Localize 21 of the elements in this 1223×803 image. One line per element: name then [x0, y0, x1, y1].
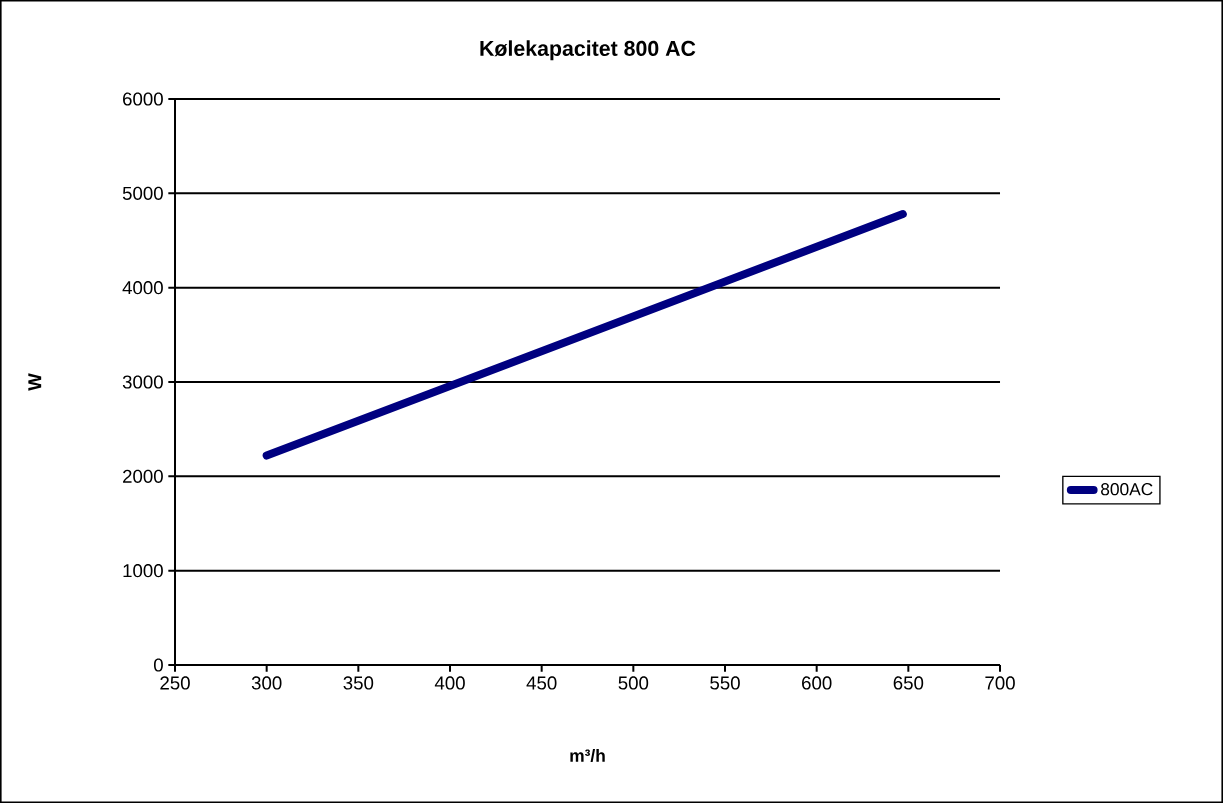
x-tick-label: 500: [618, 676, 649, 690]
x-tick-label: 650: [893, 676, 924, 690]
y-axis-title: W: [28, 373, 42, 391]
y-tick-label: 3000: [122, 375, 163, 389]
x-tick-label: 700: [985, 676, 1015, 690]
y-tick-label: 0: [153, 658, 163, 672]
x-tick-label: 300: [251, 676, 282, 690]
x-tick-label: 350: [343, 676, 374, 690]
x-tick-label: 250: [160, 676, 190, 690]
x-axis-title: m³/h: [570, 749, 605, 763]
chart-title: Kølekapacitet 800 AC: [480, 40, 696, 61]
x-tick-label: 400: [434, 676, 465, 690]
y-tick-label: 5000: [122, 186, 163, 200]
legend-label: 800AC: [1101, 483, 1153, 496]
y-tick-label: 6000: [123, 92, 163, 106]
y-tick-label: 1000: [123, 564, 163, 578]
y-tick-label: 4000: [122, 281, 163, 295]
x-tick-label: 550: [710, 676, 740, 690]
x-tick-label: 600: [802, 676, 832, 690]
x-tick-label: 450: [526, 676, 557, 690]
y-tick-label: 2000: [123, 469, 163, 483]
